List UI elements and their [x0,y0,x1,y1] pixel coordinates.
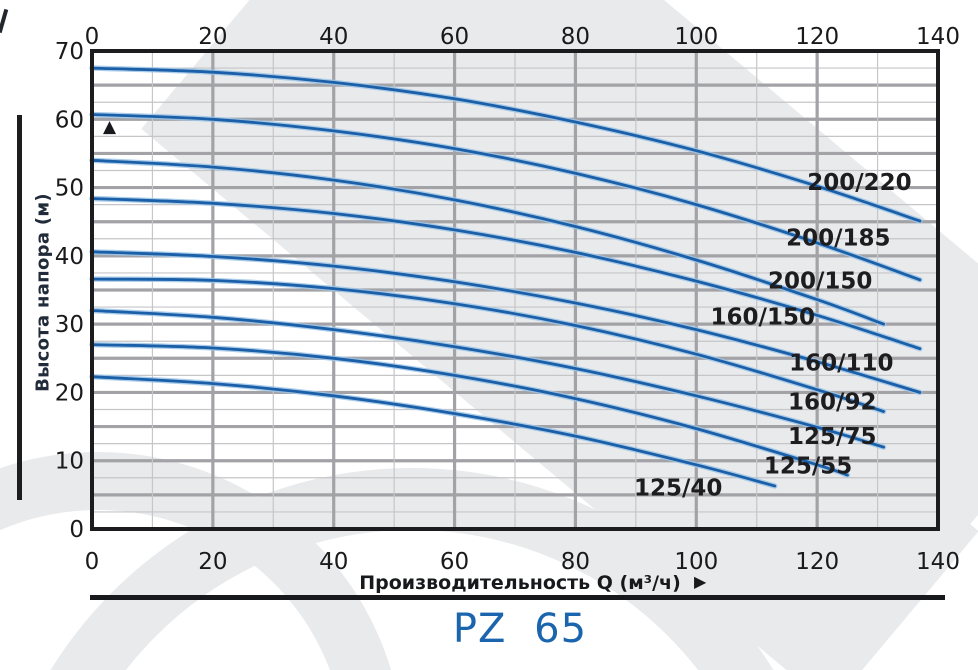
curve-label-125-75: 125/75 [788,424,876,450]
curve-label-200-185: 200/185 [786,225,890,251]
x-tick-label-top: 40 [319,24,348,50]
curve-200-150 [90,158,885,326]
y-tick-label: 60 [55,107,84,133]
y-axis-title-text: Высота напора (м) [32,193,54,392]
curve-125-75 [90,309,885,449]
y-tick-label: 70 [55,39,84,65]
x-tick-label-bottom: 40 [319,549,348,575]
x-tick-label-top: 140 [916,24,960,50]
curve-label-125-55: 125/55 [764,453,852,479]
plot-border [90,49,940,531]
model-title: PZ 65 [452,606,588,652]
curve-125-55 [90,343,849,477]
curve-label-125-40: 125/40 [634,475,722,501]
x-tick-label-bottom: 120 [795,549,839,575]
x-tick-label-top: 0 [85,24,100,50]
x-tick-label-bottom: 80 [561,549,590,575]
y-tick-label: 40 [55,244,84,270]
left-accent-bar [17,115,22,500]
y-tick-label: 0 [69,517,84,543]
x-tick-label-bottom: 60 [440,549,469,575]
bottom-rule [90,595,945,600]
x-tick-label-top: 80 [561,24,590,50]
x-tick-label-top: 20 [198,24,227,50]
curve-label-160-110: 160/110 [789,350,893,376]
x-tick-label-bottom: 140 [916,549,960,575]
curve-label-160-92: 160/92 [788,389,876,415]
y-axis-title: Высота напора (м) [30,150,56,440]
y-tick-label: 20 [55,380,84,406]
x-tick-label-bottom: 100 [674,549,718,575]
x-axis-title: Производительность Q (м³/ч) [359,572,681,594]
x-tick-label-top: 120 [795,24,839,50]
curve-label-200-220: 200/220 [807,170,911,196]
x-tick-label-top: 100 [674,24,718,50]
curve-160-150 [90,197,922,351]
curve-125-40 [90,375,777,488]
curve-200-220 [90,66,922,223]
x-tick-label-bottom: 0 [85,549,100,575]
up-arrow-icon: ▲ [103,117,117,137]
y-tick-label: 10 [55,449,84,475]
x-tick-label-bottom: 20 [198,549,227,575]
curve-halo-200-220 [89,65,923,224]
y-tick-label: 30 [55,312,84,338]
x-tick-label-top: 60 [440,24,469,50]
right-arrow-icon: ▶ [694,572,707,591]
curve-label-160-150: 160/150 [711,305,815,331]
curve-160-110 [90,250,922,394]
curve-200-185 [90,113,922,282]
curve-label-200-150: 200/150 [768,268,872,294]
y-tick-label: 50 [55,176,84,202]
curve-160-92 [90,277,885,413]
